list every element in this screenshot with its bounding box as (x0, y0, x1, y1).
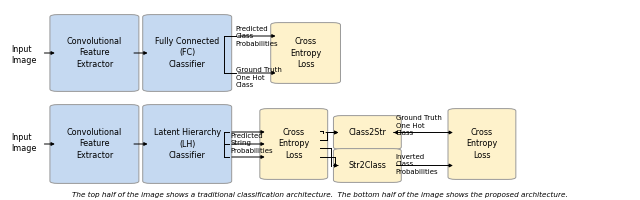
Text: Cross
Entropy
Loss: Cross Entropy Loss (278, 128, 309, 160)
FancyBboxPatch shape (260, 109, 328, 179)
Text: Input
Image: Input Image (12, 45, 37, 65)
Text: Convolutional
Feature
Extractor: Convolutional Feature Extractor (67, 37, 122, 69)
FancyBboxPatch shape (50, 105, 139, 183)
Text: Convolutional
Feature
Extractor: Convolutional Feature Extractor (67, 128, 122, 160)
Text: Cross
Entropy
Loss: Cross Entropy Loss (290, 37, 321, 69)
FancyBboxPatch shape (143, 105, 232, 183)
Text: Predicted
String
Probabilities: Predicted String Probabilities (230, 133, 273, 154)
FancyBboxPatch shape (333, 149, 401, 182)
FancyBboxPatch shape (271, 23, 340, 83)
Text: Str2Class: Str2Class (348, 161, 387, 170)
Text: Inverted
Class
Probabilities: Inverted Class Probabilities (396, 154, 438, 175)
FancyBboxPatch shape (333, 116, 401, 149)
Text: Latent Hierarchy
(LH)
Classifier: Latent Hierarchy (LH) Classifier (154, 128, 221, 160)
Text: Ground Truth
One Hot
Class: Ground Truth One Hot Class (396, 115, 442, 136)
Text: Cross
Entropy
Loss: Cross Entropy Loss (467, 128, 497, 160)
Text: Input
Image: Input Image (12, 133, 37, 153)
Text: Fully Connected
(FC)
Classifier: Fully Connected (FC) Classifier (155, 37, 220, 69)
Text: Ground Truth
One Hot
Class: Ground Truth One Hot Class (236, 67, 282, 88)
FancyBboxPatch shape (448, 109, 516, 179)
FancyBboxPatch shape (143, 15, 232, 91)
FancyBboxPatch shape (50, 15, 139, 91)
Text: The top half of the image shows a traditional classification architecture.  The : The top half of the image shows a tradit… (72, 192, 568, 198)
Text: Predicted
Class
Probabilities: Predicted Class Probabilities (236, 26, 278, 47)
Text: Class2Str: Class2Str (348, 128, 387, 137)
